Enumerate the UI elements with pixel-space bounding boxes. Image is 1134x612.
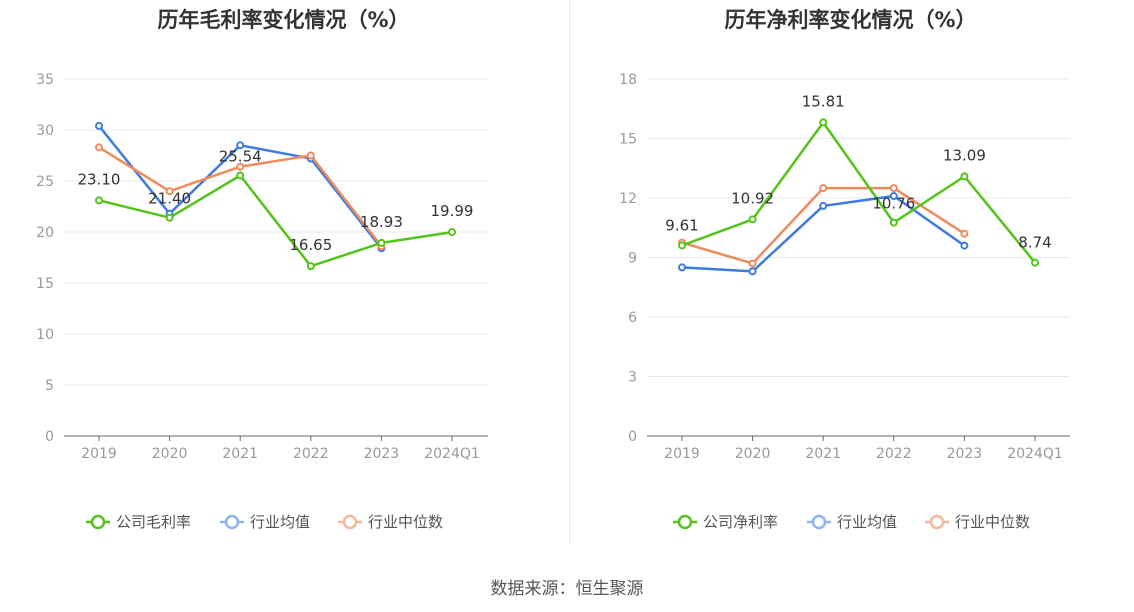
legend-label: 行业中位数	[955, 513, 1030, 531]
x-tick-label: 2019	[664, 446, 700, 462]
data-point	[1031, 258, 1039, 267]
data-source: 数据来源：恒生聚源	[490, 579, 644, 599]
y-tick-label: 9	[628, 251, 637, 267]
x-tick-label: 2024Q1	[1007, 446, 1063, 462]
x-tick-label: 2022	[876, 446, 912, 462]
y-tick-label: 6	[628, 310, 637, 326]
series-line	[681, 121, 1036, 264]
x-tick-label: 2020	[735, 446, 771, 462]
gross-margin-plot: 0 5 10 15 20 25 30 35 2019 2020 2021 2022 2023 2024Q1…	[36, 72, 488, 531]
data-point	[889, 184, 898, 193]
series-line	[98, 174, 453, 268]
data-point	[748, 267, 757, 276]
data-point	[95, 143, 103, 152]
y-tick-label: 5	[45, 378, 54, 394]
data-point	[95, 121, 103, 130]
data-label: 25.54	[219, 147, 262, 165]
data-point	[236, 171, 245, 180]
data-label: 23.10	[78, 170, 121, 188]
data-label: 16.65	[289, 236, 332, 254]
data-label: 19.99	[431, 202, 474, 220]
data-label: 10.92	[731, 189, 774, 207]
data-point	[236, 141, 245, 150]
data-point	[960, 229, 969, 238]
y-tick-label: 12	[619, 191, 637, 207]
y-tick-label: 18	[619, 72, 637, 88]
y-tick-label: 10	[36, 327, 54, 343]
x-tick-label: 2021	[805, 446, 841, 462]
net-margin-chart: 历年净利率变化情况（%） 0 3 6 9 12 15 18 2019 2020 2021 2022 2…	[567, 0, 1134, 560]
legend-marker	[929, 514, 945, 530]
y-tick-label: 15	[619, 132, 637, 148]
legend-label: 公司毛利率	[116, 513, 191, 531]
data-label: 18.93	[360, 213, 403, 231]
data-label: 10.76	[872, 195, 915, 213]
data-label: 13.09	[943, 146, 986, 164]
y-tick-label: 35	[36, 72, 54, 88]
legend-label: 行业均值	[837, 513, 897, 531]
y-tick-label: 15	[36, 276, 54, 292]
panel-divider	[569, 0, 570, 545]
legend-label: 行业均值	[250, 513, 310, 531]
data-point	[819, 201, 828, 210]
x-tick-label: 2023	[947, 446, 983, 462]
data-point	[377, 238, 386, 247]
y-tick-label: 20	[36, 225, 54, 241]
y-tick-label: 3	[628, 370, 637, 386]
chart-title: 历年毛利率变化情况（%）	[157, 8, 410, 32]
legend-marker	[811, 514, 827, 530]
data-point	[819, 118, 828, 127]
chart-title: 历年净利率变化情况（%）	[724, 8, 977, 32]
data-point	[960, 172, 969, 181]
data-point	[819, 184, 828, 193]
x-tick-label: 2021	[222, 446, 258, 462]
data-point	[678, 241, 686, 250]
x-tick-label: 2019	[81, 446, 117, 462]
net-margin-plot: 0 3 6 9 12 15 18 2019 2020 2021 2022 2023 2024Q1 9.61…	[619, 72, 1070, 531]
legend-marker	[342, 514, 358, 530]
data-label: 15.81	[802, 92, 845, 110]
series-line	[681, 186, 966, 265]
x-tick-label: 2024Q1	[424, 446, 480, 462]
data-point	[748, 259, 757, 268]
legend-label: 行业中位数	[368, 513, 443, 531]
data-point	[960, 241, 969, 250]
legend-label: 公司净利率	[703, 513, 778, 531]
data-point	[165, 213, 174, 222]
gross-margin-chart: 历年毛利率变化情况（%） 0 5 10 15 20 25 30 35 2019 2020 2021 2…	[0, 0, 567, 560]
data-label: 9.61	[665, 216, 698, 234]
y-tick-label: 0	[628, 429, 637, 445]
data-label: 8.74	[1018, 234, 1051, 252]
x-tick-label: 2022	[293, 446, 329, 462]
data-point	[236, 162, 245, 171]
legend-marker	[677, 514, 693, 530]
y-tick-label: 0	[45, 429, 54, 445]
x-tick-label: 2020	[152, 446, 188, 462]
legend-marker	[224, 514, 240, 530]
data-point	[748, 215, 757, 224]
y-tick-label: 25	[36, 174, 54, 190]
data-point	[165, 187, 174, 196]
data-label: 21.40	[148, 190, 191, 208]
data-point	[95, 196, 103, 205]
x-tick-label: 2023	[364, 446, 400, 462]
data-point	[889, 192, 898, 201]
y-tick-label: 30	[36, 123, 54, 139]
data-point	[306, 151, 315, 160]
data-point	[889, 218, 898, 227]
legend-marker	[90, 514, 106, 530]
data-point	[306, 262, 315, 271]
data-point	[678, 263, 686, 272]
data-point	[448, 228, 456, 237]
